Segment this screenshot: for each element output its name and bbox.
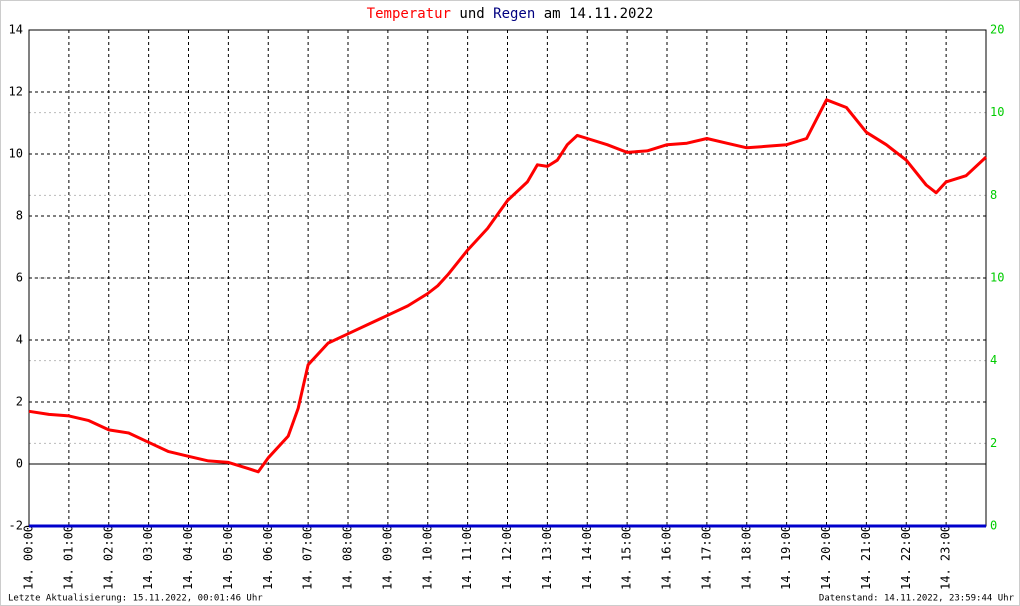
title-date: am 14.11.2022 <box>544 6 654 22</box>
title-rain: Regen <box>493 6 535 22</box>
x-tick-label: 14. 15:00 <box>620 525 634 590</box>
x-tick-label: 14. 03:00 <box>141 525 155 590</box>
y-tick-label: 14 <box>9 23 23 37</box>
y-tick-label: 12 <box>9 85 23 99</box>
y-tick-label: -2 <box>9 519 23 533</box>
x-tick-label: 14. 12:00 <box>500 525 514 590</box>
y2-tick-label: 0 <box>990 519 997 533</box>
x-tick-label: 14. 21:00 <box>859 525 873 590</box>
x-tick-label: 14. 07:00 <box>301 525 315 590</box>
y-tick-label: 8 <box>16 209 23 223</box>
x-tick-label: 14. 23:00 <box>939 525 953 590</box>
x-tick-label: 14. 11:00 <box>460 525 474 590</box>
y-tick-label: 6 <box>16 271 23 285</box>
y2-tick-label: 4 <box>990 353 997 367</box>
x-tick-label: 14. 19:00 <box>779 525 793 590</box>
x-tick-label: 14. 13:00 <box>540 525 554 590</box>
y-tick-label: 10 <box>9 147 23 161</box>
x-tick-label: 14. 10:00 <box>420 525 434 590</box>
y-tick-label: 0 <box>16 457 23 471</box>
x-tick-label: 14. 06:00 <box>261 525 275 590</box>
y2-tick-label: 10 <box>990 271 1004 285</box>
footer-right: Datenstand: 14.11.2022, 23:59:44 Uhr <box>819 594 1015 604</box>
x-tick-label: 14. 18:00 <box>739 525 753 590</box>
y2-tick-label: 8 <box>990 188 997 202</box>
y-tick-label: 4 <box>16 333 23 347</box>
chart-title: Temperatur und Regen am 14.11.2022 <box>367 6 654 22</box>
y2-tick-label: 10 <box>990 105 1004 119</box>
x-tick-label: 14. 20:00 <box>819 525 833 590</box>
x-tick-label: 14. 00:00 <box>22 525 36 590</box>
x-tick-label: 14. 08:00 <box>341 525 355 590</box>
x-tick-label: 14. 17:00 <box>699 525 713 590</box>
x-tick-label: 14. 01:00 <box>61 525 75 590</box>
series-line <box>28 98 988 474</box>
y2-tick-label: 20 <box>990 23 1004 37</box>
y2-tick-label: 2 <box>990 436 997 450</box>
x-tick-label: 14. 04:00 <box>181 525 195 590</box>
x-tick-label: 14. 14:00 <box>580 525 594 590</box>
x-tick-label: 14. 22:00 <box>899 525 913 590</box>
x-tick-label: 14. 16:00 <box>660 525 674 590</box>
title-temperature: Temperatur <box>367 6 451 22</box>
x-tick-label: 14. 09:00 <box>380 525 394 590</box>
y-tick-label: 2 <box>16 395 23 409</box>
x-tick-label: 14. 05:00 <box>221 525 235 590</box>
title-and: und <box>459 6 484 22</box>
footer-left: Letzte Aktualisierung: 15.11.2022, 00:01… <box>8 594 263 604</box>
x-tick-label: 14. 02:00 <box>101 525 115 590</box>
